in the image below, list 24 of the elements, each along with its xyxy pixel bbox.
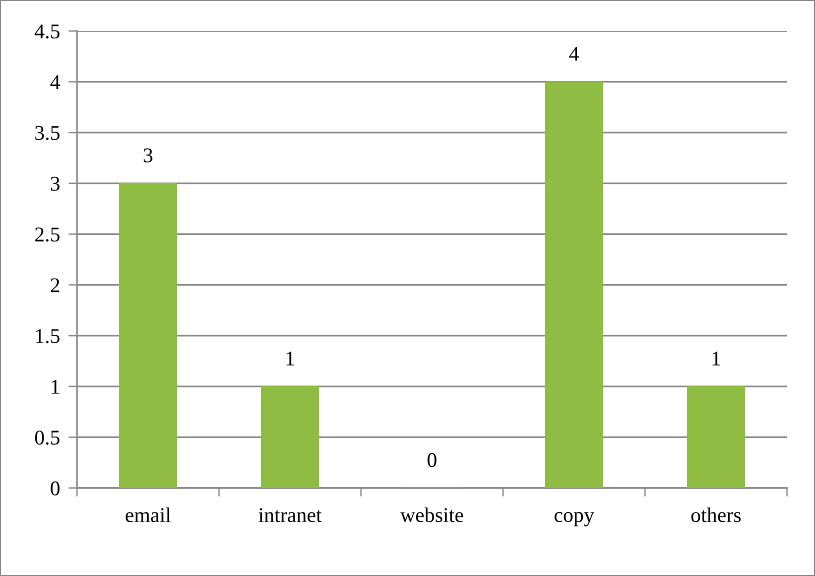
y-tick-label: 1 (52, 380, 60, 394)
y-tick-label: 1.5 (36, 329, 60, 344)
bar (261, 386, 319, 488)
y-tick-label: 3 (50, 176, 60, 191)
x-tick-label: website (400, 507, 464, 522)
x-tick-label: others (691, 507, 741, 522)
bar (545, 81, 603, 488)
y-tick-label: 3.5 (35, 126, 60, 140)
x-tick-label: copy (554, 512, 594, 526)
bar (119, 182, 177, 488)
y-tick-label: 0 (50, 481, 60, 496)
y-tick-label: 4.5 (34, 24, 60, 39)
y-tick-label: 4 (50, 75, 60, 90)
data-label: 1 (712, 352, 720, 366)
x-tick-label: intranet (258, 508, 322, 522)
data-label: 0 (428, 453, 436, 468)
y-tick-label: 2 (50, 278, 60, 292)
y-tick-label: 0.5 (35, 430, 60, 445)
data-label: 1 (286, 352, 294, 366)
y-tick-label: 2.5 (35, 228, 60, 242)
bar (687, 386, 745, 488)
data-label: 3 (144, 148, 152, 162)
x-tick-label: email (126, 507, 171, 522)
data-label: 4 (569, 46, 579, 61)
